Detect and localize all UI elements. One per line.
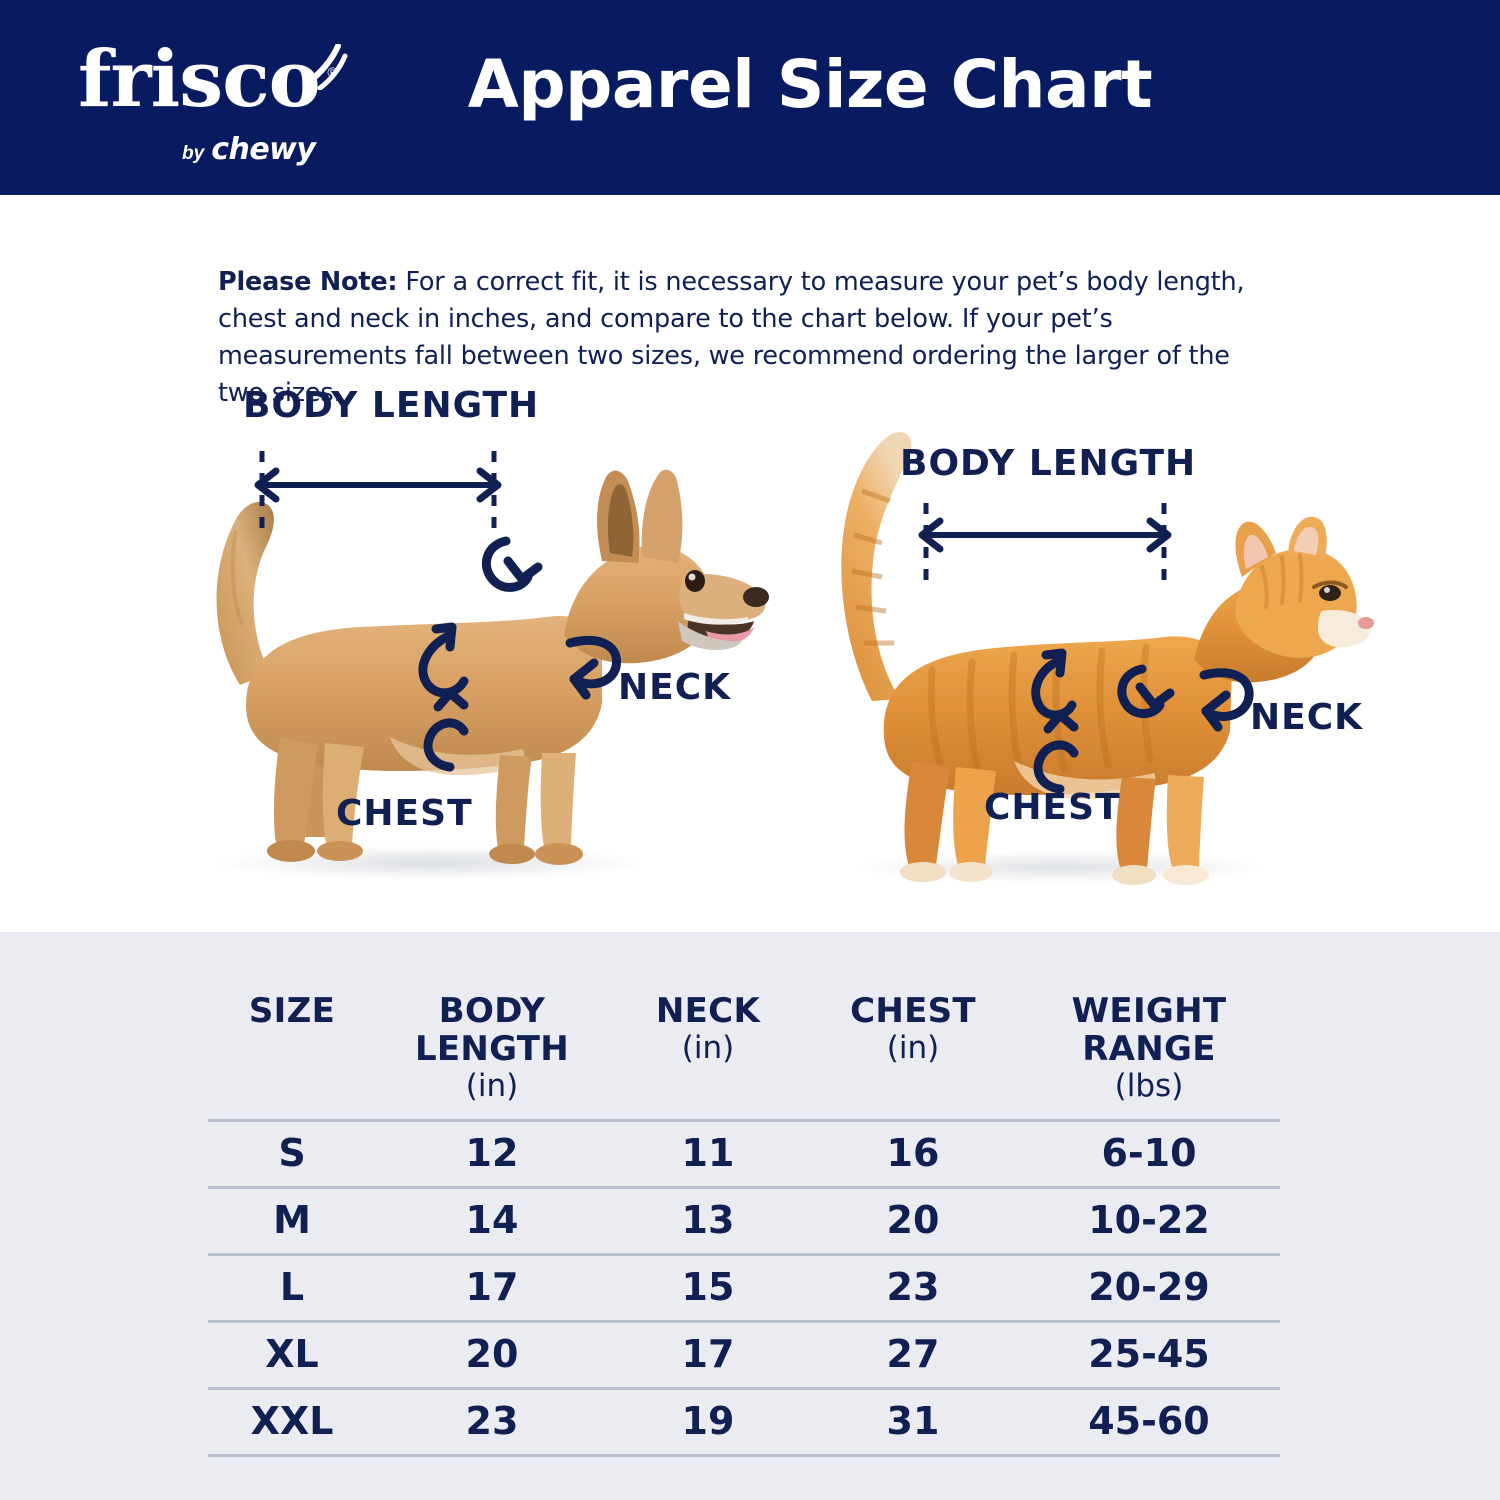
cell-neck: 17 xyxy=(608,1320,808,1389)
swoosh-icon xyxy=(303,44,348,90)
brand-wordmark: frisco ® xyxy=(78,36,338,124)
table-row: M 14 13 20 10-22 xyxy=(208,1186,1280,1255)
please-note-body: For a correct fit, it is necessary to me… xyxy=(218,266,1245,408)
column-unit-weight-range: (lbs) xyxy=(1114,1068,1184,1104)
cat-illustration: BODY LENGTH NECK CHEST xyxy=(790,425,1390,905)
dog-figure xyxy=(215,451,769,880)
please-note-text: Please Note: For a correct fit, it is ne… xyxy=(218,264,1258,412)
cell-chest: 20 xyxy=(808,1186,1018,1255)
cat-figure xyxy=(841,432,1374,885)
table-row: L 17 15 23 20-29 xyxy=(208,1253,1280,1322)
cell-weight-range: 20-29 xyxy=(1018,1253,1280,1322)
cell-neck: 19 xyxy=(608,1387,808,1457)
cell-body-length: 23 xyxy=(376,1387,608,1457)
cell-weight-range: 25-45 xyxy=(1018,1320,1280,1389)
by-chewy-lockup: by chewy xyxy=(182,132,316,167)
cell-chest: 27 xyxy=(808,1320,1018,1389)
cat-neck-label: NECK xyxy=(1250,697,1364,738)
cell-weight-range: 10-22 xyxy=(1018,1186,1280,1255)
cell-size: L xyxy=(208,1253,376,1322)
cell-body-length: 14 xyxy=(376,1186,608,1255)
column-header-neck: NECK (in) xyxy=(608,992,808,1121)
column-unit-body-length: (in) xyxy=(465,1068,519,1104)
column-header-body-length: BODY LENGTH (in) xyxy=(376,992,608,1121)
cell-body-length: 20 xyxy=(376,1320,608,1389)
table-body: S 12 11 16 6-10 M 14 13 20 10-22 L 17 15 xyxy=(208,1119,1280,1457)
apparel-size-table: SIZE BODY LENGTH (in) NECK (in) CHEST (i… xyxy=(208,992,1280,1457)
cell-body-length: 12 xyxy=(376,1119,608,1188)
cell-body-length: 17 xyxy=(376,1253,608,1322)
cell-weight-range: 45-60 xyxy=(1018,1387,1280,1457)
cell-chest: 23 xyxy=(808,1253,1018,1322)
table-row: XL 20 17 27 25-45 xyxy=(208,1320,1280,1389)
dog-illustration: BODY LENGTH NECK CHEST xyxy=(150,385,770,905)
cell-size: XL xyxy=(208,1320,376,1389)
column-unit-chest: (in) xyxy=(886,1030,940,1066)
chewy-wordmark: chewy xyxy=(211,132,316,167)
dog-body-length-label: BODY LENGTH xyxy=(243,385,540,426)
cell-chest: 31 xyxy=(808,1387,1018,1457)
table-row: XXL 23 19 31 45-60 xyxy=(208,1387,1280,1457)
table-header-row: SIZE BODY LENGTH (in) NECK (in) CHEST (i… xyxy=(208,992,1280,1121)
cell-size: S xyxy=(208,1119,376,1188)
registered-trademark-icon: ® xyxy=(327,64,337,80)
intro-section: Please Note: For a correct fit, it is ne… xyxy=(0,195,1500,932)
cell-chest: 16 xyxy=(808,1119,1018,1188)
by-label: by xyxy=(182,143,205,164)
cell-neck: 11 xyxy=(608,1119,808,1188)
column-header-size: SIZE xyxy=(248,991,336,1031)
cat-body-length-label: BODY LENGTH xyxy=(900,443,1197,484)
page-title: Apparel Size Chart xyxy=(467,46,1153,123)
table-header: SIZE BODY LENGTH (in) NECK (in) CHEST (i… xyxy=(208,992,1280,1121)
dog-chest-label: CHEST xyxy=(336,793,473,834)
column-header-weight-range: WEIGHT RANGE (lbs) xyxy=(1018,992,1280,1121)
cell-neck: 15 xyxy=(608,1253,808,1322)
frisco-logo: frisco ® by chewy xyxy=(78,36,378,167)
column-unit-neck: (in) xyxy=(681,1030,735,1066)
cell-weight-range: 6-10 xyxy=(1018,1119,1280,1188)
please-note-label: Please Note: xyxy=(218,266,398,297)
cat-chest-label: CHEST xyxy=(984,787,1121,828)
table-row: S 12 11 16 6-10 xyxy=(208,1119,1280,1188)
column-header-chest: CHEST (in) xyxy=(808,992,1018,1121)
cell-size: XXL xyxy=(208,1387,376,1457)
size-table-section: SIZE BODY LENGTH (in) NECK (in) CHEST (i… xyxy=(0,932,1500,1500)
dog-neck-label: NECK xyxy=(618,667,732,708)
cell-neck: 13 xyxy=(608,1186,808,1255)
cell-size: M xyxy=(208,1186,376,1255)
page-header: frisco ® by chewy Apparel Size Chart xyxy=(0,0,1500,195)
